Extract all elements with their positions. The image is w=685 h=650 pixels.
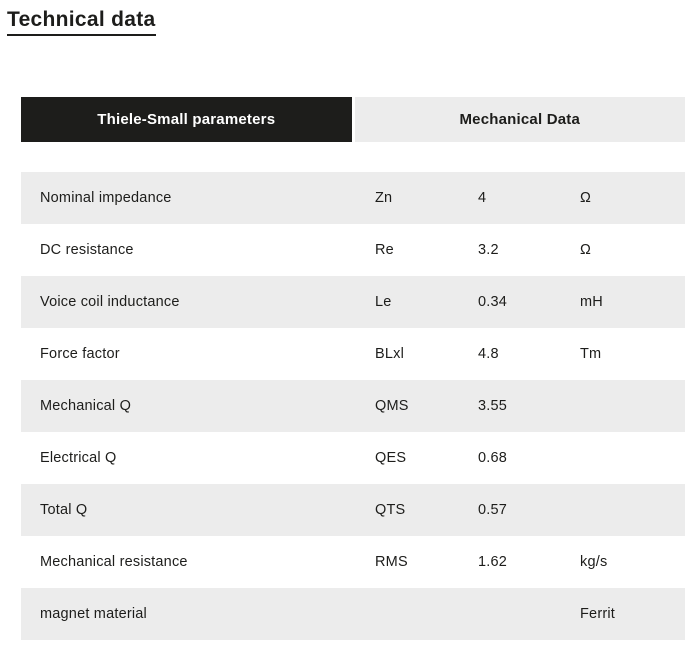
param-symbol: RMS (375, 554, 408, 570)
param-unit: mH (580, 294, 603, 310)
param-symbol: QTS (375, 502, 406, 518)
param-label: Nominal impedance (40, 190, 172, 206)
param-symbol: Re (375, 242, 394, 258)
param-label: Mechanical resistance (40, 554, 188, 570)
table-row: Mechanical Q QMS 3.55 (21, 380, 685, 432)
table-row: Electrical Q QES 0.68 (21, 432, 685, 484)
page-title: Technical data (7, 8, 156, 36)
table-row: Nominal impedance Zn 4 Ω (21, 172, 685, 224)
tabs-bar: Thiele-Small parameters Mechanical Data (21, 97, 685, 142)
param-label: magnet material (40, 606, 147, 622)
table-row: Total Q QTS 0.57 (21, 484, 685, 536)
tab-thiele-small-parameters[interactable]: Thiele-Small parameters (21, 97, 352, 142)
param-label: Force factor (40, 346, 120, 362)
param-symbol: BLxl (375, 346, 405, 362)
param-value: 4 (478, 190, 487, 206)
param-unit: Ω (580, 190, 592, 206)
param-unit: kg/s (580, 554, 608, 570)
table-row: Force factor BLxl 4.8 Tm (21, 328, 685, 380)
tab-mechanical-data[interactable]: Mechanical Data (354, 97, 685, 142)
param-symbol: Zn (375, 190, 393, 206)
parameters-table: Nominal impedance Zn 4 Ω DC resistance R… (21, 172, 685, 640)
param-label: Voice coil inductance (40, 294, 180, 310)
param-label: DC resistance (40, 242, 134, 258)
param-label: Total Q (40, 502, 88, 518)
param-label: Mechanical Q (40, 398, 132, 414)
table-row: Voice coil inductance Le 0.34 mH (21, 276, 685, 328)
param-label: Electrical Q (40, 450, 117, 466)
param-value: 0.34 (478, 294, 508, 310)
param-unit: Ω (580, 242, 592, 258)
param-unit: Ferrit (580, 606, 616, 622)
param-value: 1.62 (478, 554, 508, 570)
table-row: DC resistance Re 3.2 Ω (21, 224, 685, 276)
table-row: Mechanical resistance RMS 1.62 kg/s (21, 536, 685, 588)
tab-label: Mechanical Data (459, 111, 581, 128)
param-symbol: QMS (375, 398, 409, 414)
param-value: 3.55 (478, 398, 508, 414)
tab-label: Thiele-Small parameters (97, 111, 276, 128)
param-symbol: QES (375, 450, 407, 466)
param-value: 0.57 (478, 502, 508, 518)
table-row: magnet material Ferrit (21, 588, 685, 640)
param-value: 3.2 (478, 242, 499, 258)
param-unit: Tm (580, 346, 602, 362)
param-value: 4.8 (478, 346, 499, 362)
param-symbol: Le (375, 294, 392, 310)
param-value: 0.68 (478, 450, 508, 466)
